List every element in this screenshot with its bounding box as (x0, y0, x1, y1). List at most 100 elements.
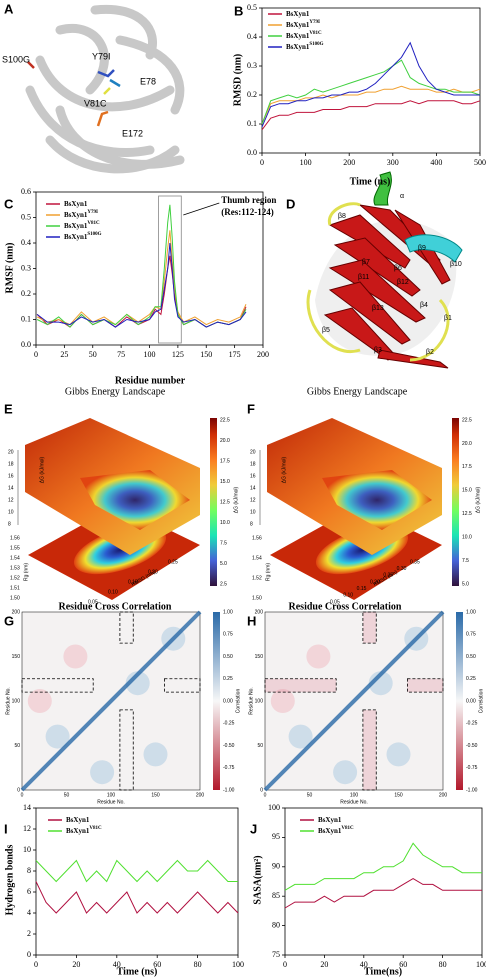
y-tick-label: 1.51 (10, 585, 20, 591)
x-tick-label: 100 (476, 960, 486, 969)
colorbar-tick-label: 0.50 (223, 654, 233, 660)
legend-name: BsXyn1 (286, 32, 310, 40)
legend-name: BsXyn1 (66, 816, 90, 824)
x-tick-label: 175 (229, 350, 241, 359)
colorbar-tick-label: 15.0 (220, 479, 230, 485)
y-tick-label: 0.4 (21, 238, 31, 247)
x-tick-label: 0.20 (370, 579, 380, 585)
x-tick-label: 100 (300, 158, 312, 167)
y-tick-label: 0.5 (247, 3, 257, 12)
colorbar-tick-label: 12.5 (220, 499, 230, 505)
highlight-box (362, 709, 377, 791)
strand-label: β9 (418, 245, 426, 252)
legend-sup: V81C (87, 221, 100, 226)
strand-label: β12 (397, 279, 409, 286)
heatmap-blob (143, 742, 168, 767)
protein-a (25, 4, 185, 174)
panel-letter: F (247, 401, 255, 416)
x-tick-label: 50 (64, 792, 70, 798)
y-axis-label: SASA(nm²) (252, 855, 263, 904)
colorbar (456, 612, 463, 790)
z-tick-label: 18 (250, 461, 256, 467)
y-tick-label: 0.1 (21, 314, 31, 323)
x-tick-label: 150 (151, 792, 160, 798)
y-tick-label: 80 (272, 920, 280, 929)
highlight-box (163, 678, 201, 693)
series-line (284, 878, 482, 909)
protein-d (306, 171, 463, 369)
colorbar-tick-label: 7.5 (462, 558, 469, 564)
x-tick-label: 0.25 (168, 559, 178, 565)
highlight-box (119, 709, 134, 791)
x-tick-label: 200 (257, 350, 269, 359)
legend-name: BsXyn1 (286, 10, 310, 18)
strand-label: β13 (372, 305, 384, 312)
x-tick-label: 0 (21, 792, 24, 798)
colorbar (452, 418, 459, 586)
panel-letter: J (250, 821, 257, 836)
x-tick-label: 0 (283, 960, 287, 969)
heatmap-blob (333, 760, 358, 785)
x-tick-label: 400 (430, 158, 442, 167)
diagonal (263, 610, 445, 792)
residue-label: S100G (2, 54, 30, 64)
highlight-box (264, 678, 337, 693)
z-tick-label: 10 (8, 509, 14, 515)
strand-label: β4 (420, 302, 428, 309)
z-tick-label: 8 (250, 521, 253, 527)
x-tick-label: 200 (439, 792, 448, 798)
colorbar-tick-label: 0.75 (466, 632, 476, 638)
y-tick-label: 1.54 (252, 555, 262, 561)
z-tick-label: 20 (8, 449, 14, 455)
colorbar-tick-label: -0.25 (223, 721, 235, 727)
colorbar-tick-label: 10.0 (220, 520, 230, 526)
y-tick-label: 0 (27, 950, 31, 959)
y-axis-label: RMSD (nm) (232, 54, 243, 107)
x-tick-label: 75 (117, 350, 125, 359)
x-tick-label: 0.10 (343, 593, 353, 599)
heatmap-blob (386, 742, 411, 767)
colorbar-tick-label: 0.25 (223, 676, 233, 682)
z-tick-label: 8 (8, 521, 11, 527)
colorbar-label: Correlation (478, 689, 484, 714)
colorbar-tick-label: -1.00 (223, 787, 235, 793)
series-line (36, 242, 247, 328)
x-axis-label: Residue No. (340, 799, 368, 805)
strand-label: β1 (444, 315, 452, 322)
y-tick-label: 1.52 (252, 575, 262, 581)
panel-letter: H (247, 613, 256, 628)
colorbar-tick-label: 0.75 (223, 632, 233, 638)
z-tick-label: 10 (250, 509, 256, 515)
colorbar-tick-label: 5.0 (462, 581, 469, 587)
strand-label: β2 (426, 349, 434, 356)
x-tick-label: 60 (153, 960, 161, 969)
x-tick-label: 0.35 (410, 559, 420, 565)
colorbar-tick-label: 22.5 (220, 417, 230, 423)
y-tick-label: 0.2 (21, 289, 31, 298)
y-tick-label: 0.2 (247, 90, 257, 99)
y-tick-label: 100 (12, 698, 21, 704)
legend-label: BsXyn1V81C (66, 826, 102, 834)
colorbar-tick-label: 17.5 (220, 458, 230, 464)
x-tick-label: 50 (307, 792, 313, 798)
heatmap-blob (63, 644, 88, 669)
legend-name: BsXyn1 (318, 827, 342, 835)
colorbar-tick-label: 15.0 (462, 488, 472, 494)
residues (27, 61, 121, 127)
y-tick-label: 95 (272, 832, 280, 841)
strand-label: β10 (450, 261, 462, 268)
strand-label: β7 (362, 259, 370, 266)
series-line (261, 100, 481, 131)
x-tick-label: 0.15 (128, 579, 138, 585)
residue-label: E172 (122, 128, 143, 138)
heatmap-blob (288, 724, 313, 749)
x-tick-label: 0 (264, 792, 267, 798)
x-tick-label: 0.30 (397, 566, 407, 572)
y-axis-label: Rg (nm) (265, 563, 271, 581)
y-tick-label: 0.3 (21, 263, 31, 272)
legend-sup: V81C (309, 31, 322, 36)
x-tick-label: 100 (144, 350, 156, 359)
panel-letter: D (286, 196, 295, 211)
colorbar-tick-label: -0.75 (466, 765, 478, 771)
y-tick-label: 1.52 (10, 575, 20, 581)
